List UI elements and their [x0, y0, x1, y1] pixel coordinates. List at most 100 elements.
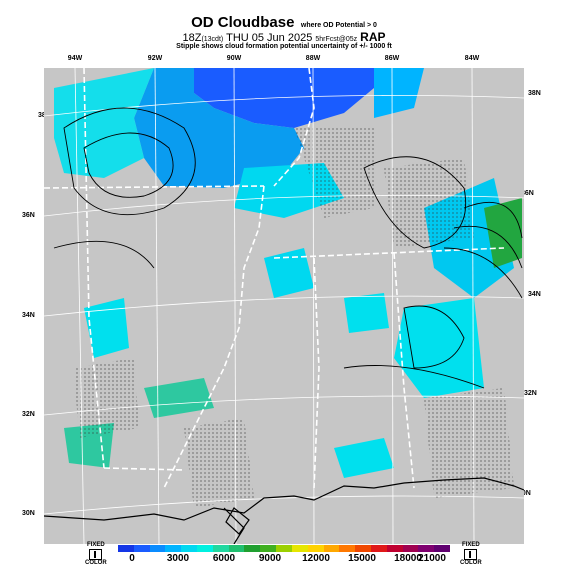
- lat-label-right: 32N: [524, 390, 537, 397]
- state-line: [393, 252, 415, 489]
- valid-time: 18Z: [182, 32, 202, 44]
- colorbar-tick-label: 9000: [258, 553, 282, 564]
- contour-line: [403, 305, 465, 369]
- colorbar-segment: [291, 545, 309, 552]
- lat-label-left: 30N: [22, 510, 35, 517]
- lat-label-left: 36N: [22, 212, 35, 219]
- stipple-area: [424, 388, 514, 498]
- title-note: where OD Potential > 0: [300, 22, 377, 29]
- meridian: [233, 68, 237, 544]
- colorbar-tick-label: 6000: [212, 553, 236, 564]
- state-line: [273, 247, 505, 259]
- cloudbase-region-low: [194, 68, 374, 128]
- state-boundaries: [44, 68, 505, 489]
- lon-label: 86W: [384, 55, 400, 62]
- forecast-info: 5hrFcst@05z: [315, 36, 358, 43]
- lon-label: 90W: [226, 55, 242, 62]
- colorbar-segment: [149, 545, 166, 552]
- badge-bottom-text: COLOR: [85, 560, 107, 566]
- stipple-note: Stipple shows cloud formation potential …: [176, 43, 392, 50]
- parallel: [44, 194, 524, 217]
- colorbar-segment: [386, 545, 404, 552]
- lat-label-right: 30N: [518, 490, 531, 497]
- contour-line: [443, 247, 523, 299]
- colorbar-tick-label: 0: [129, 553, 135, 564]
- state-line: [163, 185, 265, 489]
- cloudbase-patch: [144, 378, 214, 418]
- colorbar-segment: [133, 545, 151, 552]
- colorbar-segment: [276, 545, 293, 552]
- cloudbase-patch: [264, 248, 314, 298]
- cloudbase-region-mid: [134, 68, 304, 188]
- contour-line: [343, 365, 485, 389]
- colorbar-segment: [244, 545, 261, 552]
- parallel: [44, 495, 524, 515]
- od-contours: [53, 107, 523, 389]
- coastline: [44, 477, 524, 521]
- fixed-color-badge-right: FIXED COLOR: [460, 542, 482, 567]
- colorbar-segment: [181, 545, 198, 552]
- colorbar-segment: [228, 545, 245, 552]
- colorbar-tick-label: 15000: [348, 553, 376, 564]
- lon-label: 92W: [147, 55, 163, 62]
- contour-line: [63, 107, 196, 216]
- badge-top-text: FIXED: [87, 542, 105, 548]
- state-line: [44, 185, 265, 189]
- colorbar-segment: [307, 545, 324, 552]
- colorbar-segment: [370, 545, 388, 552]
- badge-top-text: FIXED: [462, 542, 480, 548]
- state-line: [273, 68, 315, 187]
- lon-label: 88W: [305, 55, 321, 62]
- colorbar-segment: [402, 545, 419, 552]
- lat-label-right: 36N: [521, 190, 534, 197]
- valid-date: THU 05 Jun 2025: [226, 32, 313, 44]
- colorbar-segment: [212, 545, 230, 552]
- delta-outline: [225, 507, 250, 535]
- colorbar-segment: [323, 545, 340, 552]
- cloudbase-patch: [344, 293, 389, 333]
- colorbar-segment: [434, 545, 451, 552]
- od-cloudbase-map: [44, 68, 524, 544]
- subtitle: 18Z(13cdt) THU 05 Jun 2025 5hrFcst@05z R…: [0, 30, 568, 44]
- cloudbase-patch: [84, 298, 129, 358]
- colorbar-tick-label: 21000: [418, 553, 446, 564]
- state-line: [83, 68, 105, 469]
- title-main: OD Cloudbase: [191, 14, 295, 31]
- cloudbase-patch: [334, 438, 394, 478]
- meridian: [391, 68, 394, 544]
- lat-label-left: 34N: [22, 312, 35, 319]
- lat-label-right: 34N: [528, 291, 541, 298]
- state-line: [103, 467, 185, 471]
- cloudbase-region-southeast: [394, 298, 484, 398]
- cloudbase-region-north-east: [374, 68, 424, 118]
- colorbar-tick-label: 18000: [394, 553, 422, 564]
- cloudbase-region-high: [484, 198, 522, 268]
- badge-bottom-text: COLOR: [460, 560, 482, 566]
- state-line: [313, 257, 320, 489]
- model-name: RAP: [360, 30, 386, 44]
- parallel: [44, 295, 524, 317]
- lat-label-left: 32N: [22, 411, 35, 418]
- colorbar-tick-label: 12000: [302, 553, 330, 564]
- lon-label: 94W: [67, 55, 83, 62]
- contour-line: [83, 132, 174, 198]
- colorbar-segment: [355, 545, 372, 552]
- local-time: (13cdt): [201, 36, 224, 43]
- colorbar-segment: [165, 545, 182, 552]
- gulf-coastline: [44, 477, 524, 544]
- lon-label: 84W: [464, 55, 480, 62]
- meridian: [74, 68, 85, 544]
- lat-lon-grid: [44, 68, 524, 544]
- contour-line: [53, 240, 155, 269]
- contour-line: [453, 225, 523, 269]
- contour-line: [363, 156, 467, 249]
- chart-title: OD Cloudbase where OD Potential > 0: [0, 14, 568, 32]
- colorbar-segment: [197, 545, 214, 552]
- meridian: [312, 68, 315, 544]
- lat-label-right: 38N: [528, 90, 541, 97]
- colorbar-segment: [418, 545, 435, 552]
- fixed-color-icon: [464, 549, 478, 560]
- parallel: [44, 395, 524, 416]
- fixed-color-icon: [89, 549, 103, 560]
- colorbar-segment: [260, 545, 277, 552]
